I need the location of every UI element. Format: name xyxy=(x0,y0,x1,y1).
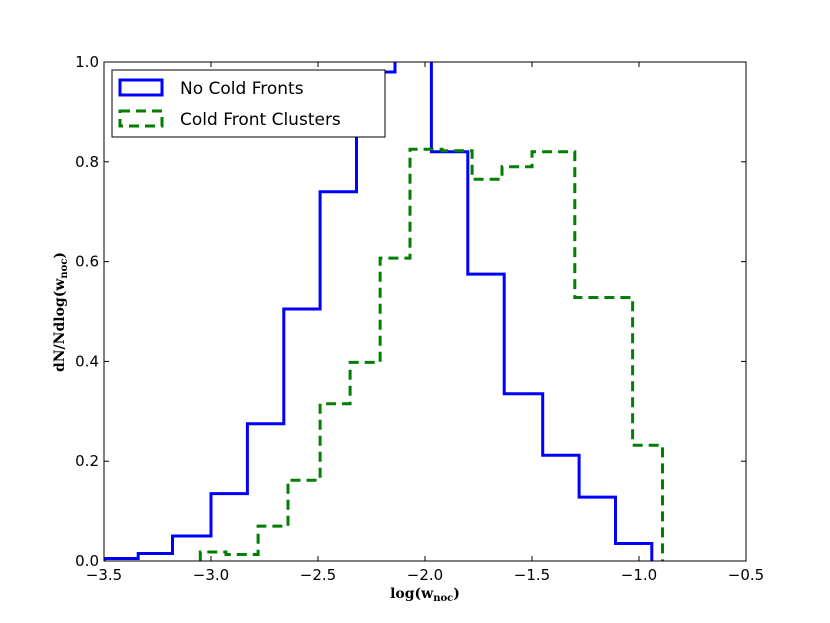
y-tick-label: 0.4 xyxy=(75,352,99,370)
legend-swatch-cold-front-clusters xyxy=(118,109,164,128)
x-axis-label-sub: noc xyxy=(433,593,453,604)
y-tick-label: 0.6 xyxy=(75,253,99,271)
series-step-cold-front-clusters xyxy=(198,147,664,561)
x-tick-label: −1.0 xyxy=(621,566,657,584)
x-tick-label: −3.0 xyxy=(193,566,229,584)
y-tick-label: 0.2 xyxy=(75,452,99,470)
legend-swatch-no-cold-fronts xyxy=(118,78,164,97)
legend-label-cold-front-clusters: Cold Front Clusters xyxy=(180,110,341,130)
ticks-layer: −3.5 −3.0 −2.5 −2.0 −1.5 −1.0 −0.5 0.0 0.2 0.4 0.6… xyxy=(75,53,764,584)
x-tick-label: −3.5 xyxy=(86,566,122,584)
x-axis-label-close: ) xyxy=(453,586,460,602)
x-tick-label: −1.5 xyxy=(514,566,550,584)
y-tick-label: 0.0 xyxy=(75,552,99,570)
x-tick-label: −2.5 xyxy=(300,566,336,584)
legend-label-no-cold-fronts: No Cold Fronts xyxy=(180,79,304,99)
x-tick-label: −0.5 xyxy=(728,566,764,584)
x-tick-label: −2.0 xyxy=(407,566,443,584)
legend: No Cold Fronts Cold Front Clusters xyxy=(111,69,386,138)
y-axis-label-close: ) xyxy=(52,252,68,259)
x-axis-label: log(wnoc) xyxy=(390,586,460,604)
x-axis-label-main: log(w xyxy=(390,586,434,602)
y-tick-label: 0.8 xyxy=(75,153,99,171)
y-axis-label-main: dN/Ndlog(w xyxy=(52,278,68,372)
y-axis-label: dN/Ndlog(wnoc) xyxy=(52,252,70,372)
y-axis-label-sub: noc xyxy=(59,259,70,279)
y-tick-label: 1.0 xyxy=(75,53,99,71)
